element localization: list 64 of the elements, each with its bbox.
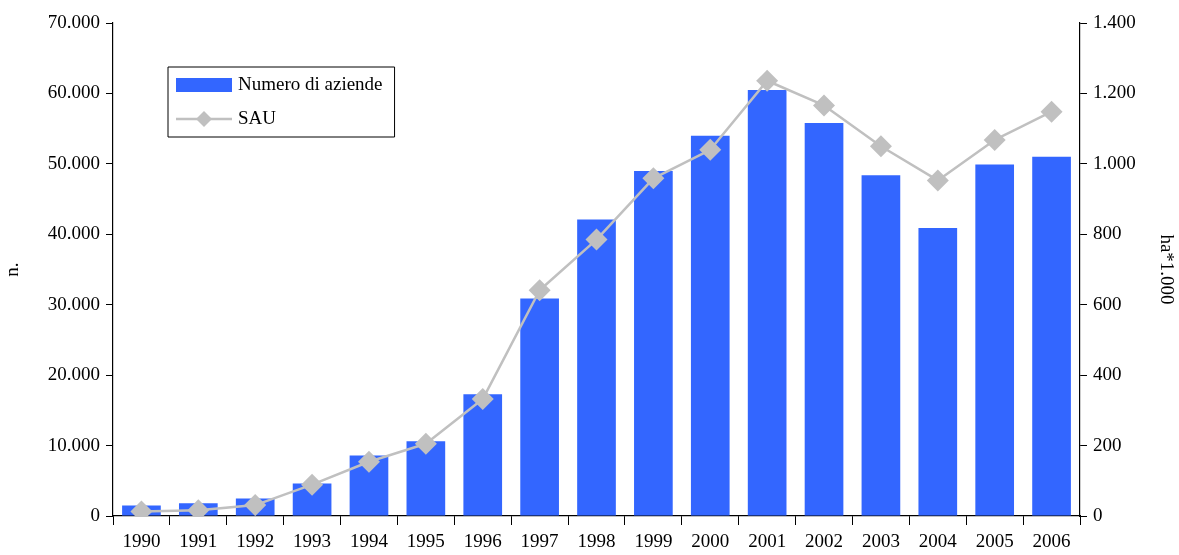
y-axis-title: n.	[1, 262, 23, 277]
y2-tick-label: 1.000	[1093, 151, 1136, 173]
point	[642, 167, 665, 190]
y-tick-label: 30.000	[47, 292, 100, 314]
point	[756, 69, 779, 92]
x-tick-label: 1996	[463, 530, 502, 552]
point	[471, 388, 494, 411]
y2-tick-label: 200	[1093, 433, 1122, 455]
x-tick-label: 2002	[805, 530, 844, 552]
legend-label: Numero di aziende	[238, 72, 383, 94]
bar	[804, 123, 844, 516]
y-tick-label: 50.000	[47, 151, 100, 173]
point	[1040, 100, 1063, 123]
bar	[861, 175, 901, 516]
bar	[520, 298, 559, 516]
x-tick-label: 2003	[861, 530, 900, 552]
bar	[1032, 156, 1071, 516]
x-tick-label: 1993	[293, 530, 332, 552]
y2-tick-label: 1.400	[1093, 10, 1136, 32]
point	[926, 169, 949, 192]
x-tick-label: 1999	[634, 530, 673, 552]
x-tick-label: 1992	[236, 530, 275, 552]
bar	[406, 441, 446, 516]
x-tick-label: 2001	[748, 530, 787, 552]
y-tick-label: 0	[90, 503, 100, 525]
x-tick-label: 1997	[520, 530, 559, 552]
x-tick-label: 1995	[406, 530, 445, 552]
y-tick-label: 20.000	[47, 363, 100, 385]
y2-tick-label: 400	[1093, 363, 1122, 385]
x-tick-label: 1991	[179, 530, 218, 552]
point	[699, 138, 722, 161]
bar	[747, 89, 787, 516]
y2-tick-label: 1.200	[1093, 81, 1136, 103]
y2-tick-label: 0	[1093, 503, 1103, 525]
x-tick-label: 1994	[349, 530, 389, 552]
x-tick-label: 2004	[918, 530, 958, 552]
point	[585, 228, 608, 251]
x-tick-label: 2000	[691, 530, 730, 552]
bar	[634, 170, 673, 516]
x-tick-label: 2006	[1032, 530, 1071, 552]
point	[244, 494, 267, 516]
point	[983, 128, 1006, 151]
y2-axis-title: ha*1.000	[1156, 234, 1178, 305]
point	[301, 473, 324, 496]
legend-label: SAU	[238, 106, 277, 128]
bar	[577, 219, 616, 516]
y-tick-label: 70.000	[47, 10, 100, 32]
y2-tick-label: 800	[1093, 222, 1122, 244]
y-tick-label: 60.000	[47, 81, 100, 103]
bar	[975, 164, 1015, 516]
bar	[918, 227, 958, 516]
point	[813, 94, 836, 117]
x-tick-label: 1998	[577, 530, 616, 552]
y-tick-label: 40.000	[47, 222, 100, 244]
bar	[463, 394, 503, 516]
point	[357, 450, 380, 473]
y-tick-label: 10.000	[47, 433, 100, 455]
point	[414, 432, 437, 455]
point	[869, 135, 892, 158]
y2-tick-label: 600	[1093, 292, 1122, 314]
x-tick-label: 1990	[122, 530, 161, 552]
x-tick-label: 2005	[975, 530, 1014, 552]
bar	[690, 135, 730, 516]
point	[528, 279, 551, 302]
